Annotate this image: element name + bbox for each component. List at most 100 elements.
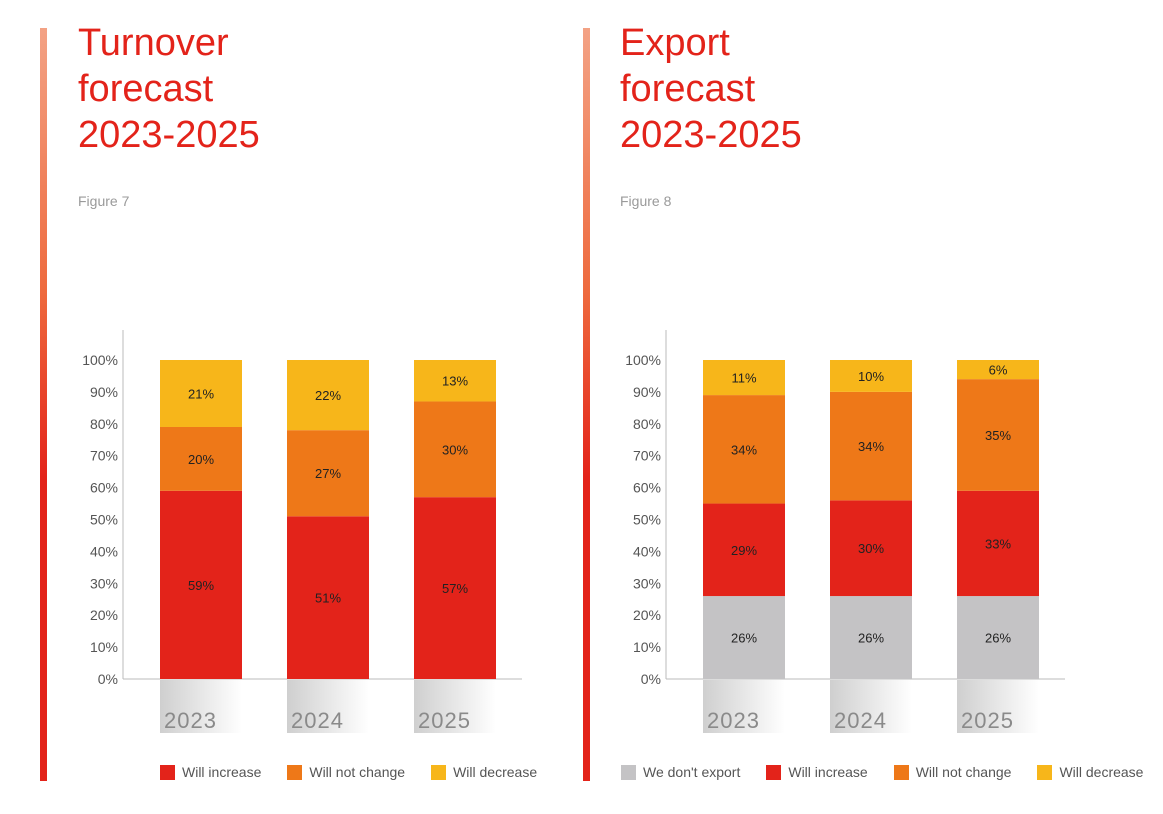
y-tick-label: 60% — [633, 480, 661, 496]
legend-label: Will increase — [182, 764, 262, 780]
legend-label: We don't export — [643, 764, 741, 780]
y-tick-label: 20% — [633, 607, 661, 623]
y-tick-label: 70% — [90, 448, 118, 464]
bar-segment — [160, 426, 242, 491]
legend-label: Will decrease — [453, 764, 538, 780]
bar-segment — [287, 360, 369, 431]
legend-swatch-no-change — [893, 764, 909, 780]
x-tick-label: 2025 — [418, 708, 471, 733]
y-tick-label: 0% — [641, 671, 661, 687]
bar-segment — [830, 500, 912, 597]
bar-segment — [957, 490, 1039, 597]
data-label: 26% — [985, 631, 1011, 646]
legend-item: Will not change — [287, 764, 405, 780]
data-label: 34% — [858, 439, 884, 454]
year-tab — [703, 680, 785, 733]
data-label: 20% — [188, 452, 214, 467]
legend-swatch-decrease — [431, 764, 447, 780]
bar-segment — [957, 360, 1039, 380]
legend-item: Will decrease — [431, 764, 537, 780]
page-title: Export forecast 2023-2025 — [620, 22, 802, 156]
bar-segment — [414, 401, 496, 498]
legend-swatch-increase — [766, 764, 782, 780]
data-label: 26% — [858, 631, 884, 646]
data-label: 6% — [989, 363, 1008, 378]
legend-item: We don't export — [621, 764, 740, 780]
year-tab — [287, 680, 369, 733]
y-tick-label: 80% — [90, 416, 118, 432]
figure-label: Figure 7 — [78, 193, 130, 209]
data-label: 22% — [315, 388, 341, 403]
bar-segment — [703, 596, 785, 679]
y-tick-label: 0% — [98, 671, 118, 687]
x-tick-label: 2025 — [961, 708, 1014, 733]
year-tab — [414, 680, 496, 733]
y-tick-label: 80% — [633, 416, 661, 432]
y-tick-label: 90% — [90, 384, 118, 400]
data-label: 34% — [731, 442, 757, 457]
bar-segment — [287, 516, 369, 679]
y-tick-label: 40% — [90, 543, 118, 559]
bar-segment — [703, 503, 785, 597]
y-tick-label: 60% — [90, 480, 118, 496]
bar-segment — [703, 395, 785, 504]
year-tab — [957, 680, 1039, 733]
data-label: 11% — [731, 371, 756, 386]
x-tick-label: 2024 — [834, 708, 887, 733]
legend-item: Will increase — [160, 764, 261, 780]
legend-item: Will not change — [893, 764, 1012, 780]
data-label: 21% — [188, 386, 214, 401]
y-tick-label: 50% — [633, 512, 661, 528]
legend-label: Will not change — [309, 764, 406, 780]
figure-label: Figure 8 — [620, 193, 672, 209]
page-title: Turnover forecast 2023-2025 — [78, 22, 260, 156]
export-chart: 0% 10% 20% 30% 40% 50% 60% 70% 80% 90% 100% 26% 29% 3… — [625, 330, 1065, 733]
y-tick-label: 100% — [625, 352, 661, 368]
year-tab — [160, 680, 242, 733]
data-label: 29% — [731, 543, 757, 558]
bar-segment — [830, 596, 912, 679]
legend-label: Will increase — [788, 764, 868, 780]
y-tick-label: 50% — [90, 512, 118, 528]
data-label: 51% — [315, 591, 341, 606]
data-label: 35% — [985, 428, 1011, 443]
data-label: 13% — [442, 374, 468, 389]
bar-segment — [160, 360, 242, 427]
turnover-legend: Will increase Will not change Will decre… — [160, 764, 537, 780]
bar-segment — [830, 360, 912, 392]
bar-segment — [830, 391, 912, 501]
bar-segment — [160, 490, 242, 679]
data-label: 57% — [442, 581, 468, 596]
bar-segment — [957, 596, 1039, 679]
legend-label: Will decrease — [1059, 764, 1144, 780]
y-tick-label: 40% — [633, 543, 661, 559]
accent-bar — [583, 28, 590, 781]
legend-label: Will not change — [915, 764, 1012, 780]
data-label: 27% — [315, 466, 341, 481]
x-tick-label: 2024 — [291, 708, 344, 733]
y-tick-label: 30% — [90, 575, 118, 591]
y-tick-label: 70% — [633, 448, 661, 464]
bar-segment — [414, 360, 496, 402]
legend-swatch-decrease — [1037, 764, 1053, 780]
legend-swatch-increase — [160, 764, 175, 780]
year-tab — [830, 680, 912, 733]
y-tick-label: 90% — [633, 384, 661, 400]
bar-segment — [703, 360, 785, 396]
y-tick-label: 30% — [633, 575, 661, 591]
y-tick-label: 100% — [82, 352, 118, 368]
y-tick-label: 10% — [633, 639, 661, 655]
legend-item: Will decrease — [1037, 764, 1143, 780]
data-label: 10% — [858, 369, 884, 384]
bar-segment — [957, 379, 1039, 491]
data-label: 33% — [985, 536, 1011, 551]
turnover-chart: 0% 10% 20% 30% 40% 50% 60% 70% 80% 90% 100% 59% 20% 2… — [82, 330, 522, 733]
legend-item: Will increase — [766, 764, 868, 780]
y-tick-label: 10% — [90, 639, 118, 655]
bar-segment — [414, 497, 496, 679]
legend-swatch-no-change — [287, 764, 303, 780]
x-tick-label: 2023 — [707, 708, 760, 733]
data-label: 30% — [858, 541, 884, 556]
bar-segment — [287, 430, 369, 517]
data-label: 26% — [731, 631, 757, 646]
